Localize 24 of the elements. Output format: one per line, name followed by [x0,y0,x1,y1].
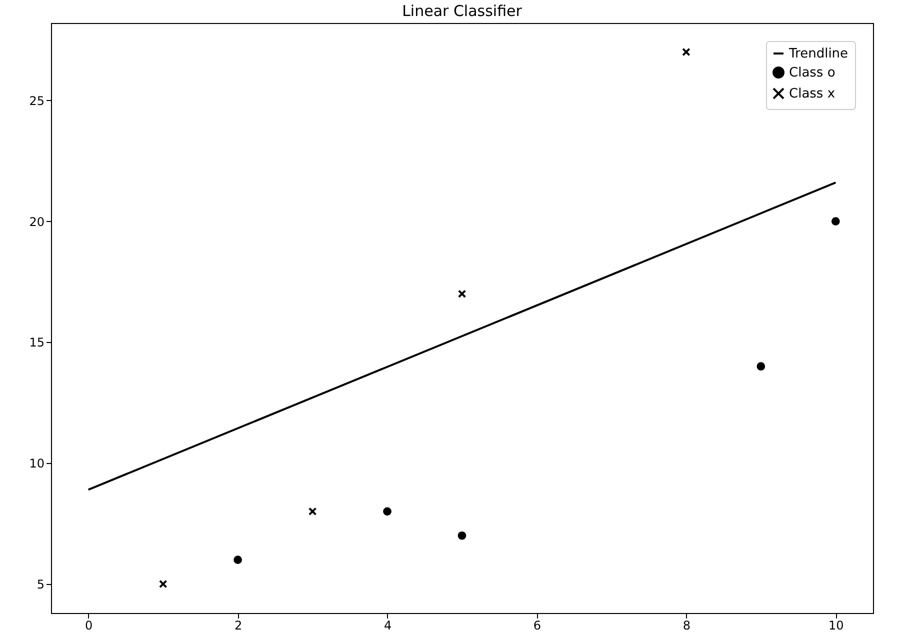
y-tick-label: 10 [29,456,44,471]
x-tick-label: 4 [384,618,392,632]
legend-label: Class o [789,66,836,80]
point [458,290,466,298]
x-tick-label: 2 [234,618,242,632]
legend-label: Class x [789,86,836,102]
x-tick-label: 6 [533,618,542,632]
point [234,556,242,564]
x-tick-label: 10 [828,618,844,632]
point [831,217,840,226]
point [756,362,766,371]
point [458,531,466,540]
point [158,580,168,588]
x-tick-label: 8 [682,618,690,632]
y-tick-label: 20 [29,214,44,229]
point [682,48,690,56]
chart-title: Linear Classifier [402,2,523,20]
y-tick-label: 15 [29,336,44,350]
point [308,507,317,516]
x-tick-label: 0 [85,618,93,632]
legend-label: Trendline [788,46,848,62]
y-tick-label: 5 [36,577,44,592]
point [383,507,392,516]
y-tick-label: 25 [29,94,44,108]
